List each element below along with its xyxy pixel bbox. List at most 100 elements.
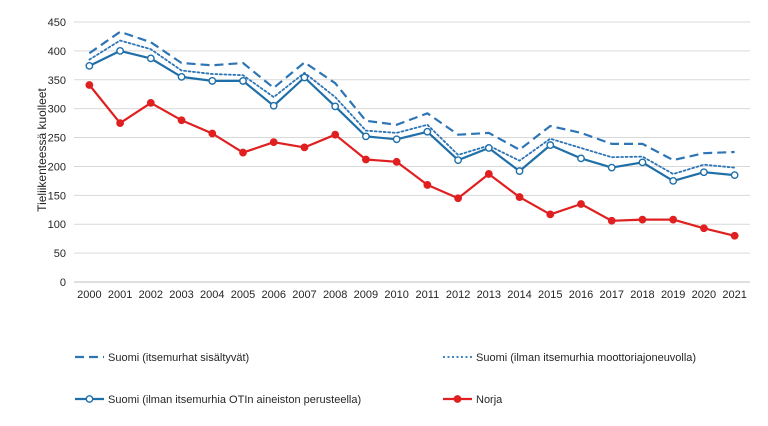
- legend-swatch-marker: [85, 395, 94, 403]
- data-point: [607, 216, 616, 225]
- data-point: [546, 141, 555, 149]
- y-tick-label: 0: [60, 277, 66, 289]
- y-axis-title: Tieliikenteessä kuolleet: [35, 88, 49, 212]
- data-point: [423, 181, 432, 189]
- x-tick-label: 2008: [323, 289, 347, 301]
- x-tick-label: 2015: [538, 289, 562, 301]
- data-point: [362, 155, 370, 164]
- data-point: [546, 210, 555, 219]
- data-point: [454, 194, 462, 203]
- x-tick-label: 2005: [231, 289, 255, 301]
- legend-item: Suomi (ilman itsemurhia OTIn aineiston p…: [75, 394, 361, 406]
- data-point: [577, 154, 585, 163]
- x-tick-label: 2021: [722, 289, 746, 301]
- series-line: [88, 30, 735, 162]
- data-point: [638, 158, 647, 167]
- data-point: [577, 200, 585, 208]
- data-point: [331, 130, 340, 139]
- data-point: [116, 46, 124, 55]
- data-point: [300, 73, 309, 82]
- data-point: [484, 144, 493, 152]
- series-3: [85, 46, 739, 185]
- data-point: [239, 77, 247, 85]
- y-tick-label: 450: [48, 17, 66, 29]
- x-tick-label: 2013: [477, 289, 501, 301]
- y-tick-label: 150: [48, 190, 66, 202]
- y-axis-tick-labels: 0 50 100 150 200 250 300 350 400 450: [48, 17, 66, 289]
- legend-item: Suomi (itsemurhat sisältyvät): [75, 352, 249, 364]
- data-point: [515, 167, 524, 175]
- data-point: [116, 119, 124, 128]
- data-point: [423, 127, 432, 136]
- series-2: [88, 39, 736, 175]
- y-tick-label: 350: [48, 75, 66, 87]
- x-tick-label: 2007: [292, 289, 316, 301]
- x-tick-label: 2009: [354, 289, 378, 301]
- x-tick-label: 2000: [77, 289, 101, 301]
- data-point: [607, 163, 616, 172]
- y-tick-label: 400: [48, 46, 66, 58]
- data-point: [269, 101, 278, 110]
- x-tick-label: 2003: [169, 289, 193, 301]
- data-point: [669, 176, 678, 185]
- data-point: [331, 102, 340, 111]
- data-point: [484, 170, 493, 178]
- data-point: [669, 215, 678, 224]
- y-tick-label: 250: [48, 133, 66, 145]
- data-point: [269, 138, 278, 147]
- data-point: [146, 54, 155, 63]
- data-point: [392, 135, 401, 144]
- data-point: [730, 171, 739, 180]
- data-point: [208, 77, 217, 85]
- x-tick-label: 2002: [139, 289, 163, 301]
- x-tick-label: 2012: [446, 289, 470, 301]
- data-point: [362, 132, 370, 141]
- series-4: [85, 81, 739, 240]
- y-tick-label: 50: [54, 248, 66, 260]
- data-point: [85, 62, 94, 70]
- legend-label: Suomi (ilman itsemurhia OTIn aineiston p…: [108, 394, 361, 406]
- data-point: [146, 98, 155, 107]
- legend-label: Norja: [476, 394, 503, 406]
- data-point: [730, 231, 739, 240]
- data-point: [700, 168, 708, 177]
- series-line: [88, 39, 736, 175]
- y-tick-label: 100: [48, 219, 66, 231]
- data-point: [177, 72, 186, 81]
- series-1: [88, 30, 735, 162]
- data-point: [454, 156, 462, 164]
- data-point: [239, 148, 247, 157]
- data-point: [208, 129, 217, 138]
- x-tick-label: 2010: [384, 289, 408, 301]
- x-tick-label: 2020: [692, 289, 716, 301]
- data-point: [700, 224, 708, 233]
- legend-swatch-marker: [453, 395, 462, 403]
- legend-item: Suomi (ilman itsemurhia moottoriajoneuvo…: [443, 352, 696, 364]
- x-tick-label: 2006: [261, 289, 285, 301]
- x-tick-label: 2001: [108, 289, 132, 301]
- data-point: [177, 116, 186, 125]
- legend-item: Norja: [443, 394, 503, 406]
- legend-label: Suomi (ilman itsemurhia moottoriajoneuvo…: [476, 352, 696, 364]
- x-tick-label: 2017: [599, 289, 623, 301]
- x-tick-label: 2004: [200, 289, 224, 301]
- x-tick-label: 2011: [416, 289, 440, 301]
- series-lines: [85, 30, 739, 240]
- x-tick-label: 2014: [507, 289, 531, 301]
- grid-lines: [74, 21, 750, 283]
- x-axis-tick-labels: 2000 2001 2002 2003 2004 2005 2006 2007 2008 2009…: [77, 289, 747, 301]
- series-line: [88, 49, 735, 182]
- y-tick-label: 300: [48, 104, 66, 116]
- x-tick-label: 2018: [630, 289, 654, 301]
- data-point: [392, 157, 401, 166]
- legend-label: Suomi (itsemurhat sisältyvät): [108, 352, 249, 364]
- series-line: [88, 84, 735, 237]
- x-tick-label: 2019: [661, 289, 685, 301]
- x-tick-label: 2016: [569, 289, 593, 301]
- data-point: [515, 193, 524, 201]
- data-point: [638, 215, 647, 224]
- legend: Suomi (itsemurhat sisältyvät) Suomi (ilma…: [75, 352, 696, 406]
- y-tick-label: 200: [48, 161, 66, 173]
